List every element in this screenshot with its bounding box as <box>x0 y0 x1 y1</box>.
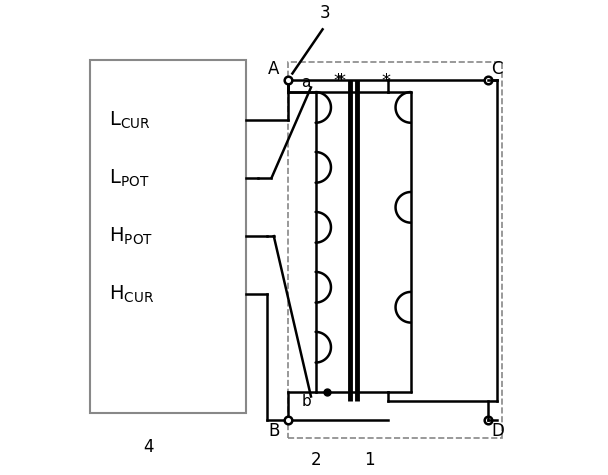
Text: b: b <box>301 394 311 409</box>
Text: $\mathrm{L_{POT}}$: $\mathrm{L_{POT}}$ <box>109 167 149 189</box>
Text: 3: 3 <box>320 4 330 22</box>
Text: *: * <box>336 72 345 90</box>
Text: A: A <box>268 60 279 78</box>
Text: C: C <box>491 60 503 78</box>
Text: *: * <box>382 72 391 90</box>
Text: 2: 2 <box>310 451 321 469</box>
Text: D: D <box>491 422 504 440</box>
Text: $\mathrm{H_{POT}}$: $\mathrm{H_{POT}}$ <box>109 226 153 247</box>
Text: $\mathrm{L_{CUR}}$: $\mathrm{L_{CUR}}$ <box>109 109 150 131</box>
Text: *: * <box>333 72 342 90</box>
Text: a: a <box>302 75 311 90</box>
Text: B: B <box>268 422 279 440</box>
Text: 1: 1 <box>364 451 375 469</box>
Bar <box>90 59 246 413</box>
Text: $\mathrm{H_{CUR}}$: $\mathrm{H_{CUR}}$ <box>109 284 154 305</box>
Bar <box>288 62 502 438</box>
Text: 4: 4 <box>143 438 154 456</box>
